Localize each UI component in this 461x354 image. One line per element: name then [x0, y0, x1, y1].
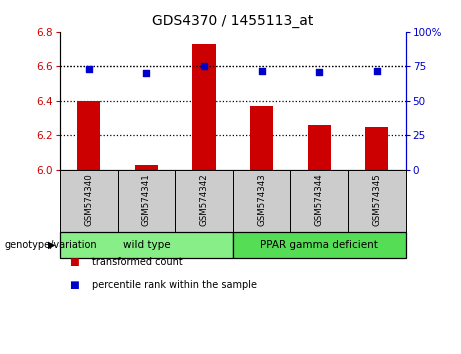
Text: GSM574343: GSM574343	[257, 173, 266, 226]
Point	[200, 64, 207, 69]
Bar	[365, 127, 388, 170]
Text: transformed count: transformed count	[92, 257, 183, 267]
Text: ■: ■	[69, 280, 79, 290]
Bar	[60, 232, 233, 258]
Bar	[308, 125, 331, 170]
Title: GDS4370 / 1455113_at: GDS4370 / 1455113_at	[152, 14, 313, 28]
Bar	[348, 170, 406, 232]
Text: PPAR gamma deficient: PPAR gamma deficient	[260, 240, 378, 250]
Bar	[60, 170, 118, 232]
Point	[258, 68, 266, 73]
Text: GSM574344: GSM574344	[315, 173, 324, 226]
Text: GSM574345: GSM574345	[372, 173, 381, 226]
Point	[373, 68, 381, 73]
Point	[85, 66, 92, 72]
Bar	[193, 44, 216, 170]
Bar	[250, 106, 273, 170]
Bar	[175, 170, 233, 232]
Bar	[233, 170, 290, 232]
Text: GSM574342: GSM574342	[200, 173, 208, 226]
Text: GSM574341: GSM574341	[142, 173, 151, 226]
Bar	[118, 170, 175, 232]
Text: ■: ■	[69, 257, 79, 267]
Bar	[135, 165, 158, 170]
Text: genotype/variation: genotype/variation	[5, 240, 97, 250]
Bar	[77, 101, 100, 170]
Text: percentile rank within the sample: percentile rank within the sample	[92, 280, 257, 290]
Point	[142, 70, 150, 76]
Point	[315, 69, 323, 75]
Text: wild type: wild type	[123, 240, 170, 250]
Text: ▶: ▶	[48, 240, 56, 250]
Text: GSM574340: GSM574340	[84, 173, 93, 226]
Bar	[233, 232, 406, 258]
Bar	[290, 170, 348, 232]
